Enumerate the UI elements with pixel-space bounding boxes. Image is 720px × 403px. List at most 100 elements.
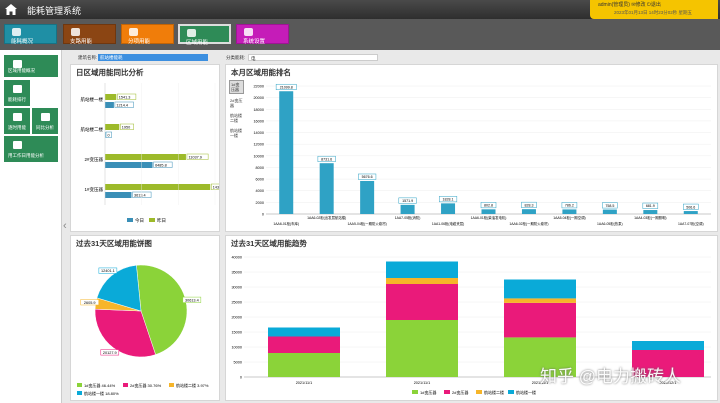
area-icon [187, 29, 196, 37]
x-tick-label: 1AA6-01柜(柴油发电机) [471, 215, 507, 220]
user-panel: admin(管理员) ✉修改 ⏻退出 2023年01月13日 14时23分02秒… [590, 0, 718, 19]
ranking-panel: 本月区域用能排名 1#变压器 2#变压器 航站楼二楼 航站楼一楼 0 2000 40… [225, 64, 718, 232]
sidebar-item-hourly[interactable]: 逐时用能 [4, 108, 30, 134]
legend-today: 今日 [135, 217, 144, 224]
pie-chart: 30613.4 20127.9 2605.9 12401.1 1#变压器 46.44% 2… [77, 264, 209, 396]
bar [521, 209, 536, 214]
y-tick-label: 14000 [253, 131, 264, 135]
legend-swatch [77, 383, 82, 387]
data-label-box [602, 202, 618, 209]
legend-item-3[interactable]: 航站楼二楼 [230, 113, 242, 123]
data-label-box [317, 155, 336, 162]
bar [105, 124, 120, 130]
legend-swatch [412, 390, 418, 394]
data-label-box [438, 196, 458, 203]
module-energy-overview[interactable]: 能耗概况 [4, 24, 57, 45]
top-bar: 能耗管理系统 admin(管理员) ✉修改 ⏻退出 2023年01月13日 14… [0, 0, 720, 19]
legend-swatch-yesterday [149, 218, 155, 222]
legend-label: 2#变压器 [452, 389, 468, 395]
data-label-box [120, 123, 134, 130]
stacked-bar-segment [504, 279, 576, 299]
stacked-bar-segment [504, 298, 576, 303]
trend-panel-title: 过去31天区域用能趋势 [231, 239, 307, 248]
y-tick-label: 5000 [234, 361, 242, 365]
module-itemized-energy[interactable]: 分项用能 [121, 24, 174, 45]
overview-icon [12, 28, 21, 36]
bar [643, 210, 658, 214]
branch-icon [71, 28, 80, 36]
stacked-bar-segment [386, 284, 458, 320]
collapse-sidebar-icon[interactable]: ‹ [63, 220, 67, 232]
stacked-bar-segment [386, 278, 458, 284]
daily-comparison-panel: 日区域用能同比分析 航站楼一楼 1214.4 1541.3 航站楼二楼 0 1950 2#变… [70, 64, 220, 232]
sidebar-item-workday[interactable]: 用工作日用能分析 [4, 136, 58, 162]
y-tick-label: 2000 [256, 201, 264, 205]
sidebar-item-area-overview[interactable]: 区域用能概况 [4, 55, 58, 77]
data-label: 3613.4 [134, 193, 146, 197]
y-tick-label: 10000 [253, 154, 264, 158]
legend-label: 1#变压器 46.44% [84, 382, 116, 388]
x-tick-label: 2021/11/1 [532, 381, 549, 385]
data-label-box [683, 203, 699, 210]
data-label: 14354 [213, 185, 219, 189]
sidebar-item-ranking[interactable]: 能耗排行 [4, 80, 30, 106]
bar [105, 162, 153, 168]
x-tick-label: 2021/12/1 [660, 381, 677, 385]
category-label: 航站楼二楼 [81, 126, 104, 133]
stacked-bar-segment [386, 261, 458, 278]
data-label: 506.6 [686, 205, 695, 209]
data-label: 1214.4 [116, 103, 128, 107]
legend-item-1[interactable]: 1#变压器 [229, 80, 244, 94]
x-tick-label: 1AA6-02柜(一期防火卷帘) [509, 221, 548, 226]
y-tick-label: 10000 [231, 346, 242, 350]
user-info[interactable]: admin(管理员) ✉修改 ⏻退出 [598, 2, 661, 8]
y-tick-label: 4000 [256, 189, 264, 193]
data-label: 758.5 [605, 204, 614, 208]
building-icon [13, 60, 22, 68]
bar [105, 102, 114, 108]
sidebar-item-yoy[interactable]: 同比分析 [32, 108, 58, 134]
legend-label: 航站楼一楼 18.80% [84, 390, 119, 396]
data-label: 8731.6 [321, 157, 332, 161]
data-label-box [398, 197, 417, 204]
y-tick-label: 8000 [256, 166, 264, 170]
module-branch-energy[interactable]: 支路用能 [63, 24, 116, 45]
stacked-bar-segment [386, 320, 458, 377]
x-tick-label: 1AA7-07柜(空调) [678, 221, 704, 226]
data-label-box [105, 131, 112, 138]
legend-yesterday: 昨日 [157, 217, 166, 224]
ranking-legend: 1#变压器 2#变压器 航站楼二楼 航站楼一楼 [229, 80, 244, 170]
y-tick-label: 25000 [231, 301, 242, 305]
module-system-settings[interactable]: 系统设置 [236, 24, 289, 45]
data-label: 5676.6 [362, 175, 373, 179]
x-tick-label: 1AA7-05柜(消防) [395, 215, 421, 220]
trend-chart: 0 5000 10000 15000 20000 25000 30000 35000 40000… [231, 256, 711, 395]
legend-swatch [444, 390, 450, 394]
category-label: 航站楼一楼 [81, 96, 104, 103]
legend-swatch [77, 391, 82, 395]
home-icon[interactable] [4, 3, 18, 16]
data-label: 12401.1 [101, 269, 115, 273]
y-tick-label: 20000 [253, 96, 264, 100]
type-select[interactable]: 电 [248, 54, 378, 61]
bar [683, 211, 698, 214]
data-label-box [186, 153, 209, 160]
y-tick-label: 20000 [231, 316, 242, 320]
building-select[interactable]: 航站楼能耗 [98, 54, 208, 61]
data-label-box [480, 202, 497, 209]
legend-label: 1#变压器 [420, 389, 436, 395]
bar [602, 209, 617, 214]
data-label-box [117, 93, 137, 100]
bar [105, 154, 186, 160]
module-area-energy[interactable]: 区域用能 [178, 24, 231, 46]
data-label: 11037.9 [188, 155, 201, 159]
data-label: 6485.8 [155, 163, 167, 167]
legend-item-4[interactable]: 航站楼一楼 [230, 128, 242, 138]
x-tick-label: 1AA6-02柜(出发层航站楼) [307, 215, 346, 220]
legend-swatch [476, 390, 482, 394]
bar [105, 184, 211, 190]
watermark-text: 知乎 @电力搬砖人 [540, 367, 681, 386]
bar [441, 203, 456, 214]
data-label-box [153, 161, 173, 168]
legend-item-2[interactable]: 2#变压器 [230, 98, 243, 108]
